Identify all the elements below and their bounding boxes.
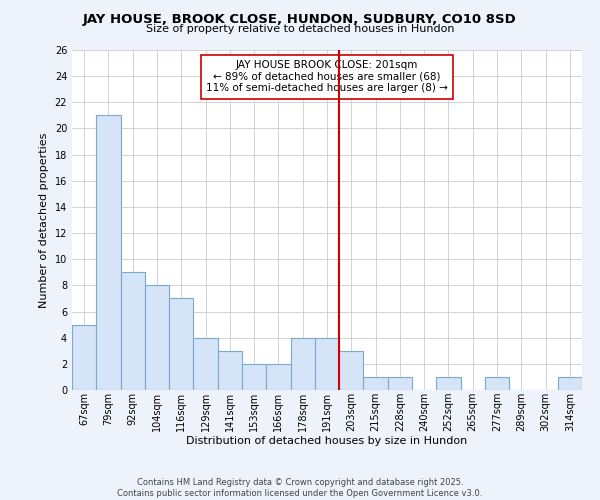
Bar bbox=[96, 116, 121, 390]
Text: Size of property relative to detached houses in Hundon: Size of property relative to detached ho… bbox=[146, 24, 454, 34]
Y-axis label: Number of detached properties: Number of detached properties bbox=[39, 132, 49, 308]
Bar bbox=[266, 364, 290, 390]
Bar bbox=[242, 364, 266, 390]
Text: JAY HOUSE BROOK CLOSE: 201sqm
← 89% of detached houses are smaller (68)
11% of s: JAY HOUSE BROOK CLOSE: 201sqm ← 89% of d… bbox=[206, 60, 448, 94]
Bar bbox=[558, 377, 582, 390]
Bar bbox=[193, 338, 218, 390]
X-axis label: Distribution of detached houses by size in Hundon: Distribution of detached houses by size … bbox=[187, 436, 467, 446]
Text: JAY HOUSE, BROOK CLOSE, HUNDON, SUDBURY, CO10 8SD: JAY HOUSE, BROOK CLOSE, HUNDON, SUDBURY,… bbox=[83, 12, 517, 26]
Text: Contains HM Land Registry data © Crown copyright and database right 2025.
Contai: Contains HM Land Registry data © Crown c… bbox=[118, 478, 482, 498]
Bar bbox=[121, 272, 145, 390]
Bar bbox=[436, 377, 461, 390]
Bar bbox=[290, 338, 315, 390]
Bar bbox=[218, 351, 242, 390]
Bar bbox=[339, 351, 364, 390]
Bar bbox=[364, 377, 388, 390]
Bar bbox=[388, 377, 412, 390]
Bar bbox=[169, 298, 193, 390]
Bar bbox=[145, 286, 169, 390]
Bar bbox=[315, 338, 339, 390]
Bar bbox=[485, 377, 509, 390]
Bar bbox=[72, 324, 96, 390]
